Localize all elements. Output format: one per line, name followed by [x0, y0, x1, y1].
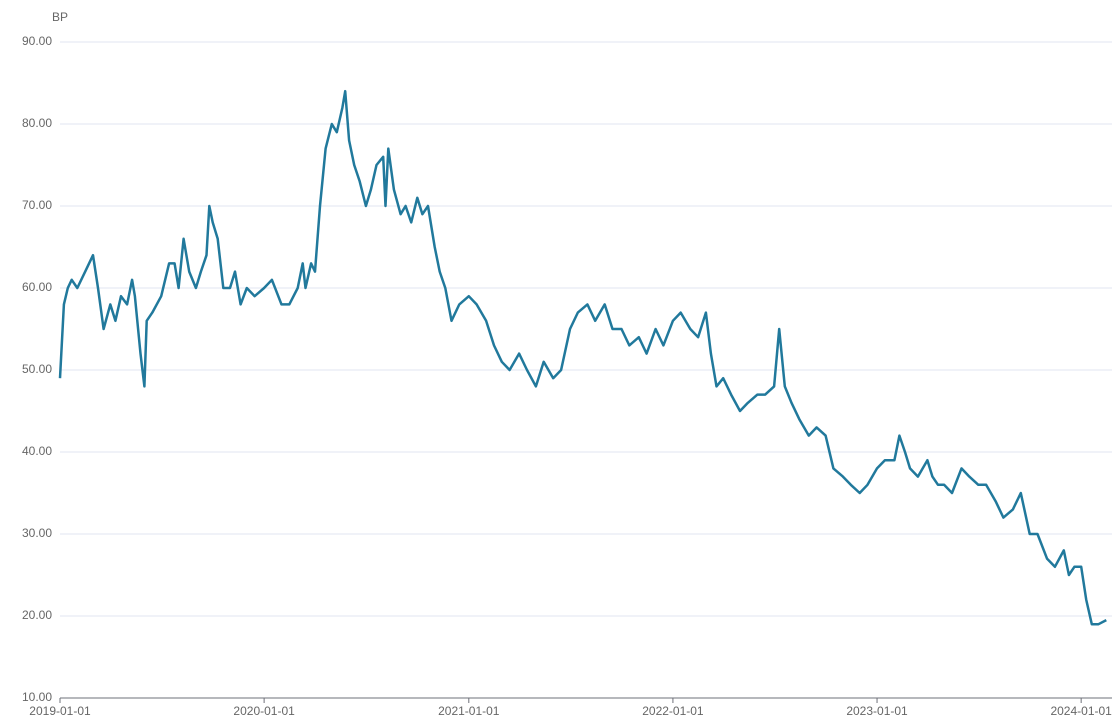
y-tick-label: 20.00 [22, 608, 52, 622]
y-tick-label: 30.00 [22, 526, 52, 540]
x-tick-label: 2021-01-01 [438, 704, 500, 718]
x-tick-label: 2023-01-01 [846, 704, 908, 718]
series-line [58, 89, 1107, 626]
x-tick-label: 2019-01-01 [29, 704, 91, 718]
x-tick-label: 2020-01-01 [233, 704, 295, 718]
y-tick-label: 70.00 [22, 198, 52, 212]
y-tick-label: 50.00 [22, 362, 52, 376]
x-tick-label: 2024-01-01 [1050, 704, 1112, 718]
y-tick-label: 60.00 [22, 280, 52, 294]
x-tick-label: 2022-01-01 [642, 704, 704, 718]
y-tick-label: 10.00 [22, 690, 52, 704]
y-tick-label: 40.00 [22, 444, 52, 458]
y-tick-label: 90.00 [22, 34, 52, 48]
y-axis-label: BP [52, 10, 68, 24]
y-tick-label: 80.00 [22, 116, 52, 130]
